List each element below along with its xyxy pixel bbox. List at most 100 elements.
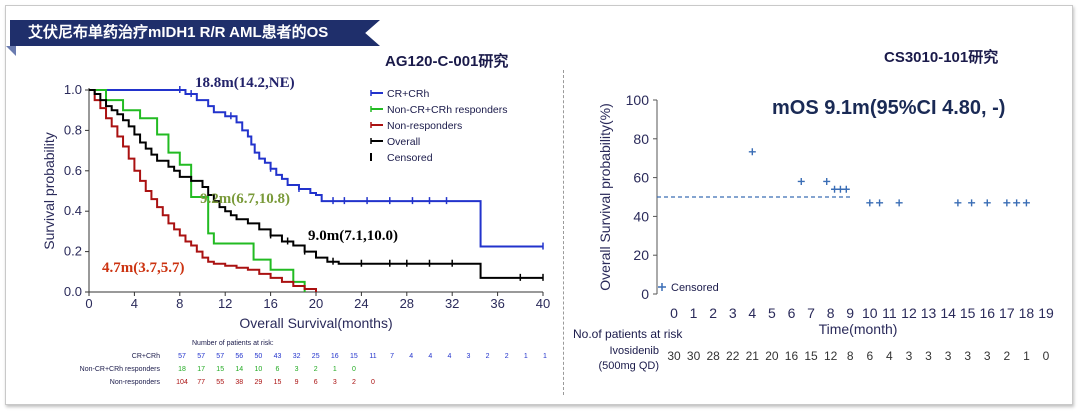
left-x-tick-label: 16 <box>263 296 277 311</box>
right-x-tick-label: 0 <box>670 305 678 321</box>
censor-mark-ivosidenib <box>866 199 874 207</box>
median-annotation: 9.2m(6.7,10.8) <box>200 191 290 207</box>
risk-value: 25 <box>312 353 320 360</box>
risk-value: 56 <box>235 353 243 360</box>
risk-value: 3 <box>984 349 991 363</box>
risk-value: 2 <box>314 366 318 373</box>
risk-value: 9 <box>295 379 299 386</box>
risk-value: 6 <box>276 366 280 373</box>
median-annotation: 9.0m(7.1,10.0) <box>308 228 398 244</box>
risk-value: 1 <box>543 353 547 360</box>
legend-label-non-responders: Non-responders <box>387 120 462 132</box>
censor-mark-ivosidenib <box>876 199 884 207</box>
risk-value: 104 <box>176 379 188 386</box>
right-y-tick-label: 20 <box>633 247 649 263</box>
risk-value: 3 <box>333 379 337 386</box>
median-os-text: mOS 9.1m(95%CI 4.80, -) <box>772 97 1005 119</box>
risk-value: 4 <box>428 353 432 360</box>
risk-value: 21 <box>746 349 760 363</box>
right-x-tick-label: 16 <box>979 305 995 321</box>
risk-value: 28 <box>706 349 720 363</box>
right-x-tick-label: 6 <box>788 305 796 321</box>
risk-value: 12 <box>824 349 838 363</box>
right-chart: CS3010-101研究 mOS 9.1m(95%CI 4.80, -) 0 20 40… <box>573 48 1054 372</box>
risk-value: 57 <box>197 353 205 360</box>
left-y-tick-label: 0.2 <box>64 244 82 259</box>
right-x-tick-label: 1 <box>690 305 698 321</box>
left-x-tick-label: 32 <box>445 296 459 311</box>
risk-value: 3 <box>467 353 471 360</box>
left-x-tick-label: 40 <box>536 296 550 311</box>
risk-value: 30 <box>687 349 701 363</box>
risk-value: 29 <box>255 379 263 386</box>
series-line-non-cr-crh-responders <box>89 89 306 292</box>
risk-value: 4 <box>409 353 413 360</box>
risk-row-label: CR+CRh <box>132 353 160 360</box>
risk-value: 57 <box>216 353 224 360</box>
right-y-tick-label: 40 <box>633 208 649 224</box>
risk-value: 1 <box>1023 349 1030 363</box>
risk-value: 3 <box>906 349 913 363</box>
risk-value: 1 <box>333 366 337 373</box>
right-x-tick-label: 15 <box>960 305 976 321</box>
left-x-axis-label: Overall Survival(months) <box>239 315 392 331</box>
right-chart-title: CS3010-101研究 <box>884 48 998 66</box>
risk-value: 16 <box>785 349 799 363</box>
right-x-tick-label: 5 <box>768 305 776 321</box>
right-x-tick-label: 13 <box>921 305 937 321</box>
censor-mark-ivosidenib <box>797 177 805 185</box>
risk-value: 18 <box>178 366 186 373</box>
right-y-tick-label: 60 <box>633 170 649 186</box>
risk-value: 17 <box>197 366 205 373</box>
censor-mark-ivosidenib <box>954 199 962 207</box>
left-y-tick-label: 0.0 <box>64 284 82 299</box>
risk-value: 10 <box>255 366 263 373</box>
risk-value: 0 <box>371 379 375 386</box>
risk-value: 11 <box>369 353 376 360</box>
risk-value: 15 <box>274 379 282 386</box>
risk-row-label-line2: (500mg QD) <box>598 360 659 372</box>
risk-value: 55 <box>216 379 224 386</box>
right-x-tick-label: 19 <box>1038 305 1054 321</box>
left-y-tick-label: 0.6 <box>64 163 82 178</box>
risk-value: 8 <box>847 349 854 363</box>
censor-mark-ivosidenib <box>895 199 903 207</box>
censor-mark-ivosidenib <box>748 148 756 156</box>
legend-label-cr-crh: CR+CRh <box>387 88 429 100</box>
header-banner: 艾伏尼布单药治疗mIDH1 R/R AML患者的OS <box>10 20 380 46</box>
banner-tail-decoration <box>6 46 16 56</box>
figure-frame <box>5 5 1073 405</box>
median-annotation: 4.7m(3.7,5.7) <box>102 260 185 276</box>
risk-value: 50 <box>255 353 263 360</box>
series-line-non-responders <box>89 89 317 292</box>
right-x-tick-label: 12 <box>901 305 917 321</box>
risk-value: 6 <box>866 349 873 363</box>
risk-value: 57 <box>178 353 186 360</box>
censor-mark-ivosidenib <box>842 185 850 193</box>
risk-value: 15 <box>216 366 224 373</box>
left-x-tick-label: 28 <box>400 296 414 311</box>
header-title: 艾伏尼布单药治疗mIDH1 R/R AML患者的OS <box>28 24 329 41</box>
right-x-tick-label: 7 <box>807 305 815 321</box>
censor-mark-ivosidenib <box>1013 199 1021 207</box>
left-y-tick-label: 1.0 <box>64 82 82 97</box>
risk-value: 3 <box>945 349 952 363</box>
risk-value: 38 <box>235 379 243 386</box>
risk-value: 7 <box>390 353 394 360</box>
legend-label-overall: Overall <box>387 136 420 148</box>
risk-value: 30 <box>667 349 681 363</box>
right-x-axis-label: Time(month) <box>819 321 898 337</box>
left-x-tick-label: 4 <box>131 296 138 311</box>
risk-value: 15 <box>350 353 358 360</box>
risk-value: 0 <box>1043 349 1050 363</box>
left-x-tick-label: 12 <box>218 296 232 311</box>
legend-label-censored: Censored <box>387 152 433 164</box>
risk-value: 3 <box>964 349 971 363</box>
risk-value: 6 <box>314 379 318 386</box>
left-y-tick-label: 0.4 <box>64 203 82 218</box>
censor-mark-ivosidenib <box>836 185 844 193</box>
right-y-axis-label: Overall Survival probability(%) <box>597 103 613 291</box>
left-y-axis-label: Survival probability <box>41 132 57 250</box>
